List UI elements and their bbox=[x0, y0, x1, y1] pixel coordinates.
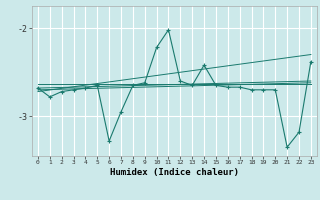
X-axis label: Humidex (Indice chaleur): Humidex (Indice chaleur) bbox=[110, 168, 239, 177]
